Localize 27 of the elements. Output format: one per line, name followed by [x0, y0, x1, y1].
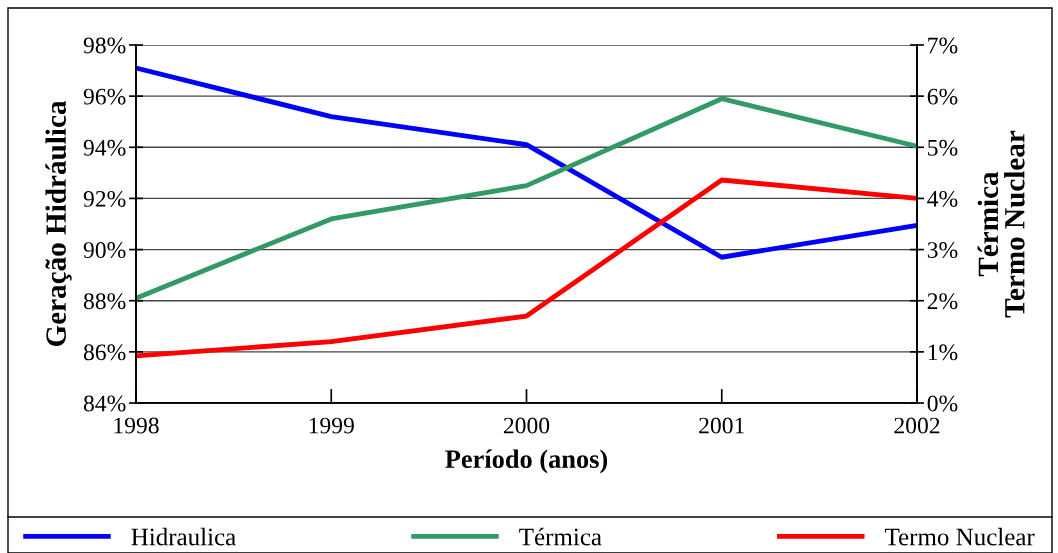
y2-tick-label: 6% [927, 88, 958, 105]
x-tick-label: 1998 [114, 417, 159, 434]
x-axis-title: Período (anos) [445, 449, 608, 474]
y2-axis-title: Térmica Termo Nuclear [977, 130, 1025, 318]
y-tick-label: 94% [83, 139, 126, 156]
y-axis-title: Geração Hidráulica [45, 100, 72, 347]
y-tick-label: 98% [83, 37, 126, 54]
y2-tick-label: 4% [927, 190, 958, 207]
x-tick-label: 2001 [699, 417, 744, 434]
legend-label: Térmica [519, 527, 602, 546]
x-tick-label: 1999 [309, 417, 354, 434]
x-tick-label: 2000 [503, 417, 550, 434]
legend-label: Hidraulica [131, 527, 236, 546]
y2-tick-label: 3% [927, 242, 958, 259]
y-tick-label: 96% [83, 88, 126, 105]
y-tick-label: 86% [83, 344, 126, 361]
y2-tick-label: 1% [928, 344, 958, 361]
y2-tick-label: 7% [928, 37, 958, 54]
x-tick-label: 2002 [894, 417, 940, 434]
y-tick-label: 92% [83, 190, 126, 207]
y-tick-label: 90% [83, 242, 126, 259]
y2-tick-label: 0% [927, 395, 958, 412]
y-tick-label: 84% [83, 395, 126, 412]
y2-tick-label: 5% [928, 139, 958, 156]
y-tick-label: 88% [83, 293, 126, 310]
legend-label: Termo Nuclear [884, 527, 1035, 546]
y2-tick-label: 2% [927, 293, 958, 310]
